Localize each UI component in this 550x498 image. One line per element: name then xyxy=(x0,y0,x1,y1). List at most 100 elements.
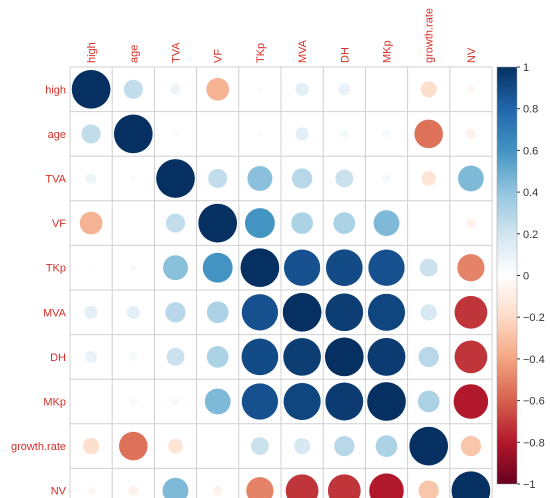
corr-circle-age-MVA xyxy=(295,126,310,141)
corr-circle-age-TKp xyxy=(256,130,264,138)
corr-circle-MVA-NV xyxy=(454,295,488,330)
row-label-high: high xyxy=(45,84,66,96)
corr-circle-high-MVA xyxy=(295,82,310,97)
colorbar-tick-label: 0.6 xyxy=(523,145,538,157)
colorbar-tick-label: −0.6 xyxy=(523,396,545,408)
corr-circle-high-VF xyxy=(205,77,230,102)
corr-circle-NV-MVA xyxy=(285,473,319,498)
corr-circle-growth.rate-MKp xyxy=(375,434,398,458)
corr-circle-TKp-TVA xyxy=(162,254,189,281)
corr-circle-TVA-TKp xyxy=(246,165,273,192)
col-label-high: high xyxy=(86,42,98,63)
corr-circle-age-age xyxy=(113,114,154,154)
corr-circle-TKp-high xyxy=(88,264,95,271)
corr-circle-VF-high xyxy=(79,211,103,235)
row-label-VF: VF xyxy=(52,218,66,230)
corr-circle-TVA-age xyxy=(129,174,137,183)
corr-circle-MVA-MKp xyxy=(367,293,406,332)
corr-circle-TKp-growth.rate xyxy=(419,258,439,278)
row-label-growth.rate: growth.rate xyxy=(11,441,66,453)
row-labels: high age TVA VF TKp MVA DH MKp growth.rate NV xyxy=(11,84,67,497)
corr-circle-MKp-TKp xyxy=(241,382,279,421)
corr-circle-MVA-TKp xyxy=(241,293,279,331)
corr-circle-TKp-VF xyxy=(202,252,234,284)
corr-circle-NV-TVA xyxy=(162,477,189,498)
corr-circle-MKp-MKp xyxy=(366,381,407,422)
colorbar-tick-label: −0.4 xyxy=(523,354,545,366)
corr-circle-high-DH xyxy=(337,82,351,96)
colorbar-tick-label: −1 xyxy=(523,479,536,491)
corr-circle-MVA-MVA xyxy=(282,292,322,333)
corr-circle-TVA-MVA xyxy=(291,167,313,190)
row-label-MVA: MVA xyxy=(43,307,67,319)
corr-circle-DH-age xyxy=(128,352,138,362)
corr-circle-VF-VF xyxy=(197,203,238,243)
corr-circle-growth.rate-TKp xyxy=(250,436,270,456)
row-label-DH: DH xyxy=(50,352,66,364)
corr-circle-DH-MKp xyxy=(367,337,406,377)
corr-circle-growth.rate-TVA xyxy=(167,438,184,454)
corr-circle-age-NV xyxy=(465,128,477,140)
corr-circle-TKp-MVA xyxy=(283,249,321,287)
col-label-DH: DH xyxy=(339,47,351,63)
corr-circle-high-age xyxy=(123,79,144,100)
corr-circle-TKp-NV xyxy=(456,253,486,282)
corr-circle-age-DH xyxy=(339,129,349,139)
corr-circle-growth.rate-age xyxy=(118,431,149,461)
corr-circle-MKp-TVA xyxy=(170,396,181,407)
corr-circle-age-growth.rate xyxy=(413,119,444,149)
corr-circle-age-TVA xyxy=(171,130,180,138)
col-label-TKp: TKp xyxy=(255,43,267,63)
row-label-NV: NV xyxy=(51,486,67,498)
corr-circle-age-MKp xyxy=(381,129,392,139)
corr-circle-NV-DH xyxy=(327,473,362,498)
colorbar-tick-label: 1 xyxy=(523,62,529,74)
corr-circle-DH-VF xyxy=(206,345,230,369)
corr-circle-TVA-VF xyxy=(207,168,228,189)
corr-circle-MVA-DH xyxy=(324,292,364,332)
corr-circle-VF-MVA xyxy=(290,211,314,235)
corr-circle-VF-NV xyxy=(465,217,477,229)
corr-circle-high-TKp xyxy=(256,86,263,93)
colorbar-tick-label: 0 xyxy=(523,271,529,283)
corr-circle-DH-growth.rate xyxy=(418,346,440,368)
col-label-TVA: TVA xyxy=(171,42,183,63)
corr-circle-DH-MVA xyxy=(282,337,322,377)
corr-circle-DH-high xyxy=(84,350,98,364)
corr-circle-growth.rate-growth.rate xyxy=(408,426,449,466)
corr-circle-NV-age xyxy=(127,485,139,497)
corr-circle-NV-high xyxy=(86,486,96,496)
corr-circle-MVA-age xyxy=(126,305,141,320)
col-label-MKp: MKp xyxy=(382,40,394,63)
col-label-age: age xyxy=(128,45,140,63)
corr-circle-MKp-MVA xyxy=(283,382,322,421)
row-label-MKp: MKp xyxy=(43,397,66,409)
colorbar-tick-label: −0.2 xyxy=(523,312,545,324)
row-label-TKp: TKp xyxy=(46,263,66,275)
corr-circle-MKp-growth.rate xyxy=(417,390,441,413)
row-label-age: age xyxy=(48,129,66,141)
corr-circle-MVA-high xyxy=(84,305,99,320)
colorbar-legend: −1 −0.8 −0.6 −0.4 −0.2 0 0.2 0.4 0.6 0.8 1 xyxy=(496,62,545,491)
corr-circle-MVA-growth.rate xyxy=(420,303,438,321)
corr-circle-MKp-age xyxy=(128,396,138,407)
corr-circle-TVA-TVA xyxy=(155,158,196,199)
corr-circle-MKp-DH xyxy=(324,382,364,421)
corr-circle-growth.rate-DH xyxy=(333,435,355,457)
corr-circle-DH-DH xyxy=(324,337,365,377)
corr-circle-VF-MKp xyxy=(373,209,400,237)
colorbar-gradient xyxy=(496,66,518,485)
col-label-growth.rate: growth.rate xyxy=(424,8,436,63)
grid xyxy=(69,66,493,498)
colorbar-tick-label: 0.2 xyxy=(523,229,538,241)
corr-circle-TKp-MKp xyxy=(367,249,406,287)
colorbar-tick-label: 0.4 xyxy=(523,187,538,199)
corr-circle-high-high xyxy=(71,69,111,110)
row-label-TVA: TVA xyxy=(45,174,66,186)
corr-circle-TVA-growth.rate xyxy=(420,170,437,187)
corr-circle-DH-TVA xyxy=(166,347,185,367)
corr-circle-TVA-NV xyxy=(457,165,485,192)
circles xyxy=(71,69,491,498)
corr-circle-MVA-VF xyxy=(206,300,230,324)
corr-circle-TKp-DH xyxy=(325,248,364,287)
